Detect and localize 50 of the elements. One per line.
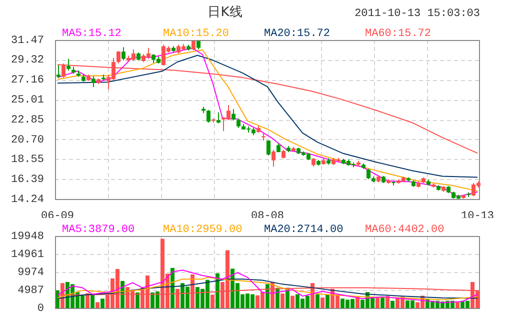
y-tick-label: 20.70 — [10, 134, 44, 146]
bar — [376, 296, 380, 308]
candlestick — [272, 149, 276, 168]
bar — [456, 302, 460, 308]
bar — [320, 298, 324, 308]
text: MA10:2959.00 — [163, 224, 242, 236]
candlestick — [66, 58, 70, 71]
y-tick-label: 19948 — [10, 230, 44, 243]
text: MA60:4402.00 — [365, 224, 444, 236]
bar — [90, 295, 94, 308]
bar — [326, 295, 330, 308]
candlestick — [122, 46, 126, 61]
candlestick — [266, 140, 270, 156]
candlestick — [236, 118, 240, 128]
candlestick — [56, 64, 60, 78]
candlestick — [92, 76, 96, 88]
y-tick-label: 0 — [37, 302, 44, 315]
candlestick — [206, 110, 210, 124]
y-tick-label: 31.47 — [10, 34, 44, 47]
bar — [100, 298, 104, 308]
bar — [280, 294, 284, 308]
bar — [210, 294, 214, 308]
y-tick-label: 14.24 — [10, 194, 44, 206]
text: MA20:15.72 — [264, 28, 330, 40]
y-tick-label: 4987 — [18, 284, 44, 297]
bar — [290, 296, 294, 308]
text: MA20:2714.00 — [264, 224, 344, 236]
series-label: MA10:15.20 — [163, 28, 230, 40]
y-tick-label: 29.32 — [10, 54, 44, 67]
y-tick-label: 27.16 — [10, 74, 44, 87]
bar — [136, 292, 140, 308]
bar — [390, 300, 394, 308]
y-tick-label: 25.01 — [10, 94, 44, 107]
bar — [96, 302, 100, 308]
candlestick — [216, 112, 220, 124]
text: MA5:3879.00 — [62, 224, 135, 236]
y-tick-label: 18.55 — [10, 154, 44, 166]
series-label: MA5:15.12 — [62, 28, 122, 40]
candlestick — [462, 195, 466, 198]
candlestick — [116, 50, 120, 64]
bar — [316, 294, 320, 308]
y-tick-label: 22.85 — [10, 114, 44, 126]
y-tick-label: 14961 — [10, 248, 44, 261]
text: 2011-10-13 15:03:03 — [354, 8, 480, 20]
candlestick — [366, 168, 370, 180]
chart-title: 日K线 — [208, 5, 242, 20]
y-tick-label: 9974 — [18, 266, 44, 279]
text: MA60:15.72 — [365, 28, 432, 40]
y-tick-label: 16.39 — [10, 174, 44, 186]
candlestick — [232, 108, 236, 121]
